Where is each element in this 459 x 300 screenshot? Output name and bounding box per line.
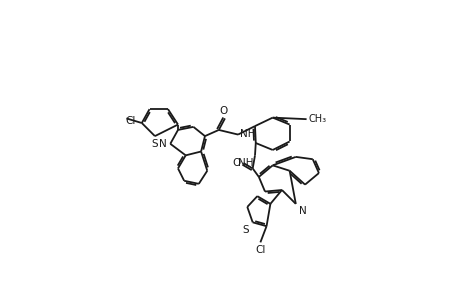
- Text: NH: NH: [237, 158, 253, 168]
- Text: Cl: Cl: [255, 245, 265, 255]
- Text: N: N: [158, 139, 166, 149]
- Text: Cl: Cl: [125, 116, 135, 126]
- Text: S: S: [242, 225, 248, 235]
- Text: NH: NH: [239, 129, 255, 139]
- Text: S: S: [151, 139, 158, 149]
- Text: O: O: [232, 158, 240, 168]
- Text: O: O: [219, 106, 227, 116]
- Text: CH₃: CH₃: [308, 114, 325, 124]
- Text: N: N: [298, 206, 306, 216]
